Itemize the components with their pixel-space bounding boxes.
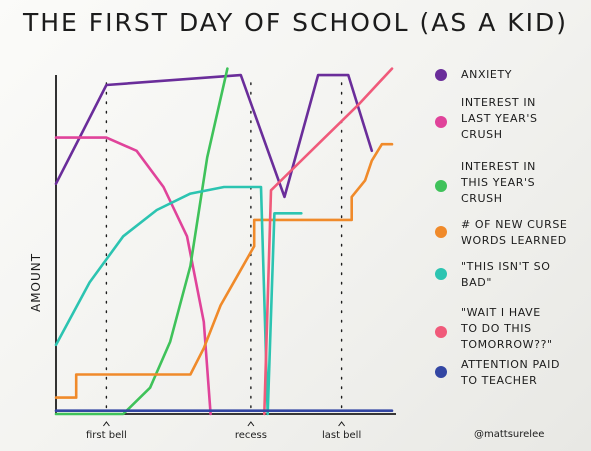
legend-dot-3 bbox=[435, 226, 447, 238]
legend-label-1-2: CRUSH bbox=[461, 128, 503, 141]
legend-label-5-0: "WAIT I HAVE bbox=[461, 306, 541, 319]
series-line-4 bbox=[54, 185, 303, 416]
legend-label-3-0: # OF NEW CURSE bbox=[461, 218, 567, 231]
legend-label-1-1: LAST YEAR'S bbox=[461, 112, 538, 125]
x-tick-caret-0 bbox=[103, 421, 110, 427]
legend-label-5-1: TO DO THIS bbox=[460, 322, 532, 335]
x-tick-label-0: first bell bbox=[86, 430, 127, 441]
x-tick-caret-2 bbox=[338, 421, 345, 427]
legend-label-2-1: THIS YEAR'S bbox=[460, 176, 535, 189]
legend-label-3-1: WORDS LEARNED bbox=[461, 234, 567, 247]
x-tick-label-1: recess bbox=[235, 430, 267, 441]
series-line-0 bbox=[54, 73, 374, 199]
legend-label-4-0: "THIS ISN'T SO bbox=[461, 260, 551, 273]
legend-label-5-2: TOMORROW??" bbox=[460, 338, 553, 351]
x-tick-label-2: last bell bbox=[322, 430, 361, 441]
legend-dot-6 bbox=[435, 366, 447, 378]
x-tick-caret-1 bbox=[247, 421, 255, 427]
legend-label-2-0: INTEREST IN bbox=[461, 160, 536, 173]
legend-dot-2 bbox=[435, 180, 447, 192]
legend-label-1-0: INTEREST IN bbox=[461, 96, 536, 109]
legend-label-4-1: BAD" bbox=[461, 276, 492, 289]
legend-dot-0 bbox=[435, 69, 447, 81]
series-line-1 bbox=[54, 136, 212, 416]
credit-text: @mattsurelee bbox=[474, 429, 544, 440]
legend-dot-5 bbox=[435, 326, 447, 338]
series-line-3 bbox=[54, 142, 394, 399]
series-line-2 bbox=[54, 67, 229, 416]
legend-label-2-2: CRUSH bbox=[461, 192, 503, 205]
legend-dot-1 bbox=[435, 116, 447, 128]
legend-dot-4 bbox=[435, 268, 447, 280]
chart-title: THE FIRST DAY OF SCHOOL (AS A KID) bbox=[22, 8, 569, 37]
legend-label-6-1: TO TEACHER bbox=[460, 374, 537, 387]
legend-label-6-0: ATTENTION PAID bbox=[461, 358, 560, 371]
series-line-5 bbox=[263, 67, 394, 416]
y-axis-label: AMOUNT bbox=[29, 253, 43, 312]
legend-label-0-0: ANXIETY bbox=[461, 68, 512, 81]
